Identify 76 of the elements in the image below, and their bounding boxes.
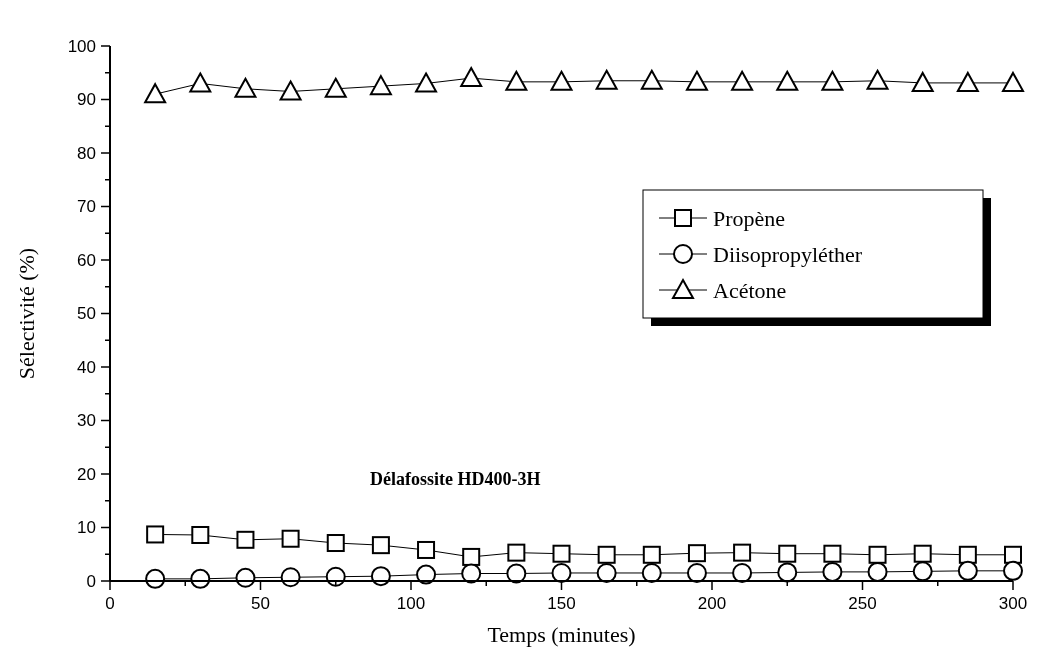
point [821,70,844,91]
x-axis-title: Temps (minutes) [487,622,636,647]
y-tick-label: 80 [77,143,96,163]
x-tick-label: 250 [848,594,877,613]
point [778,544,797,563]
x-tick-label: 100 [396,594,426,613]
point [687,544,706,563]
point [462,547,481,566]
point [868,545,887,564]
point [460,67,483,88]
annotation: Délafossite HD400-3H [370,468,541,489]
point [685,70,708,91]
y-tick-label: 10 [77,518,96,538]
point [234,77,257,98]
point [415,72,438,93]
point [417,540,436,559]
y-tick-label: 70 [77,197,96,217]
x-tick-label: 50 [251,594,270,613]
y-tick-label: 40 [77,357,96,377]
y-tick-label: 100 [67,36,96,56]
point [191,525,210,544]
point [732,562,753,583]
point [913,544,932,563]
point [507,543,526,562]
point [640,69,663,90]
point [777,562,798,583]
point [550,70,573,91]
y-tick-label: 90 [77,90,96,110]
point [551,562,572,583]
point [596,562,617,583]
y-axis-title: Sélectivité (%) [14,247,39,380]
point [144,83,167,104]
point [823,544,842,563]
point [867,561,888,582]
point [324,77,347,98]
point [505,70,528,91]
legend-label: Diisopropyléther [713,241,863,267]
x-tick-label: 200 [697,594,727,613]
point [957,560,978,581]
point [912,561,933,582]
point [686,562,707,583]
x-tick-label: 300 [998,594,1028,613]
point [281,529,300,548]
point [597,545,616,564]
point [326,534,345,553]
point [1003,560,1023,581]
point [461,563,482,584]
y-tick-label: 60 [77,250,96,270]
point [236,530,255,549]
point [369,75,392,96]
y-tick-label: 20 [77,464,96,484]
legend-label: Propène [713,205,786,231]
point [1004,545,1022,564]
y-tick-label: 30 [77,411,96,431]
point [822,561,843,582]
y-tick-label: 50 [77,304,96,324]
point [189,72,212,93]
point [1002,71,1024,92]
point [595,69,618,90]
point [776,70,799,91]
y-tick-label: 0 [86,571,96,591]
point [642,545,661,564]
point [146,525,165,544]
point [956,71,979,92]
legend-label: Acétone [713,277,787,303]
x-tick-label: 0 [105,594,115,613]
point [958,545,977,564]
x-tick-label: 150 [547,594,576,613]
point [911,71,934,92]
point [866,69,889,90]
point [731,70,754,91]
point [371,536,390,555]
point [279,80,302,101]
point [733,543,752,562]
point [552,544,571,563]
point [641,562,662,583]
